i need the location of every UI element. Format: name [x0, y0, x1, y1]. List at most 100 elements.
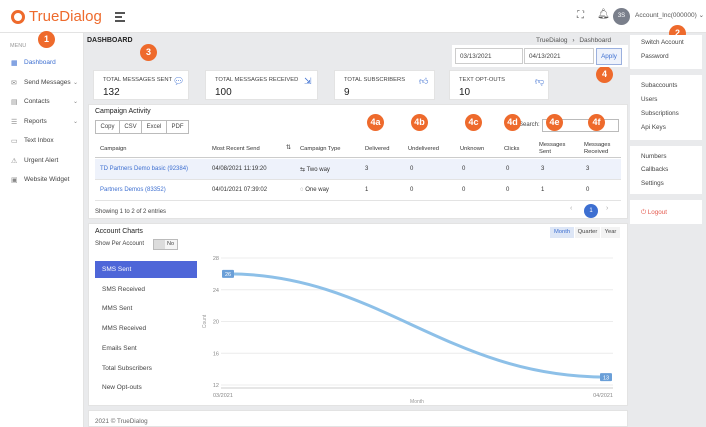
- right-panel-logout-group: ⏻ Logout: [630, 200, 702, 224]
- csv-button[interactable]: CSV: [119, 120, 142, 134]
- dashboard-icon: ▦: [11, 60, 18, 67]
- password-link[interactable]: Password: [641, 53, 669, 60]
- sidebar-item-send-messages[interactable]: ✉ Send Messages ⌄: [0, 75, 84, 91]
- export-buttons: Copy CSV Excel PDF: [95, 120, 195, 134]
- chat-icon: 💬︎: [173, 76, 185, 86]
- stat-value: 100: [215, 87, 232, 98]
- column-header-campaign-type[interactable]: Campaign Type: [300, 146, 341, 152]
- sidebar-item-dashboard[interactable]: ▦ Dashboard: [0, 55, 84, 71]
- cell-campaign[interactable]: TD Partners Demo basic (92384): [100, 166, 189, 172]
- cell-campaign-type: One way: [305, 187, 329, 193]
- fullscreen-icon[interactable]: ⛶: [577, 10, 584, 21]
- y-tick-label: 24: [213, 288, 219, 294]
- pagination-next-icon[interactable]: ›: [606, 205, 609, 212]
- show-per-account-toggle[interactable]: No: [153, 239, 178, 250]
- start-date-input[interactable]: 03/13/2021: [455, 48, 523, 64]
- sidebar-item-reports[interactable]: ☰ Reports ⌄: [0, 114, 84, 130]
- sidebar-item-urgent-alert[interactable]: ⚠ Urgent Alert: [0, 153, 84, 169]
- breadcrumb-root[interactable]: TrueDialog: [536, 37, 568, 44]
- stat-card-subscribers: TOTAL SUBSCRIBERS 9 👍︎: [334, 70, 435, 100]
- brand-name[interactable]: TrueDialog: [29, 8, 102, 25]
- table-header: Campaign Most Recent Send ⇅ Campaign Typ…: [95, 139, 621, 158]
- period-selector: Month Quarter Year: [550, 227, 620, 238]
- table-row[interactable]: TD Partners Demo basic (92384) 04/08/2021…: [95, 159, 621, 180]
- numbers-link[interactable]: Numbers: [641, 153, 667, 160]
- thumbs-down-icon: 👎︎: [535, 76, 545, 86]
- avatar[interactable]: 3S: [613, 8, 630, 25]
- breadcrumb: TrueDialog › Dashboard: [536, 37, 611, 44]
- two-way-icon: ⇆: [300, 167, 307, 173]
- sidebar-item-text-inbox[interactable]: ▭ Text Inbox: [0, 133, 84, 149]
- period-quarter-button[interactable]: Quarter: [575, 227, 600, 238]
- period-month-button[interactable]: Month: [550, 227, 574, 238]
- bell-icon[interactable]: 🔔︎: [597, 9, 610, 20]
- stat-label: TOTAL SUBSCRIBERS: [344, 77, 406, 83]
- inbox-icon: ▭: [11, 138, 18, 145]
- column-header-messages-sent[interactable]: Messages Sent: [539, 142, 566, 155]
- account-charts-title: Account Charts: [95, 228, 143, 235]
- pagination-prev-icon[interactable]: ‹: [570, 205, 573, 212]
- period-year-button[interactable]: Year: [601, 227, 620, 238]
- stat-label: TEXT OPT-OUTS: [459, 77, 505, 83]
- sidebar-item-website-widget[interactable]: ▣ Website Widget: [0, 172, 84, 188]
- excel-button[interactable]: Excel: [141, 120, 167, 134]
- column-header-delivered[interactable]: Delivered: [365, 146, 390, 152]
- users-link[interactable]: Users: [641, 96, 658, 103]
- annotation-badge-4b: 4b: [411, 114, 428, 131]
- column-header-unknown[interactable]: Unknown: [460, 146, 485, 152]
- sort-icon[interactable]: ⇅: [286, 145, 292, 151]
- sidebar-item-contacts[interactable]: ▤ Contacts ⌄: [0, 94, 84, 110]
- column-header-undelivered[interactable]: Undelivered: [408, 146, 439, 152]
- x-tick-label: 03/2021: [213, 393, 233, 399]
- truedialog-logo-icon[interactable]: [11, 10, 25, 24]
- logout-link[interactable]: ⏻ Logout: [641, 209, 667, 217]
- stat-card-messages-received: TOTAL MESSAGES RECEIVED 100 ⇲: [205, 70, 318, 100]
- chart-menu-sms-received[interactable]: SMS Received: [102, 285, 145, 293]
- footer-text: 2021 © TrueDialog: [95, 418, 148, 425]
- chart-menu-emails-sent[interactable]: Emails Sent: [102, 344, 137, 352]
- cell-campaign[interactable]: Partners Demos (83352): [100, 187, 166, 193]
- cell-delivered: 3: [365, 166, 369, 172]
- chart-menu-sms-sent[interactable]: SMS Sent: [95, 261, 197, 278]
- page-title: DASHBOARD: [87, 37, 133, 44]
- account-dropdown[interactable]: Account_Inc(000000) ⌄: [635, 11, 704, 19]
- column-header-clicks[interactable]: Clicks: [504, 146, 520, 152]
- end-date-input[interactable]: 04/13/2021: [524, 48, 594, 64]
- pagination-page-1[interactable]: 1: [584, 204, 598, 218]
- column-header-messages-received[interactable]: Messages Received: [584, 142, 611, 155]
- column-header-most-recent-send[interactable]: Most Recent Send: [212, 146, 260, 152]
- chart-menu-mms-received[interactable]: MMS Received: [102, 325, 147, 333]
- cell-received: 3: [586, 166, 590, 172]
- chart-menu-mms-sent[interactable]: MMS Sent: [102, 305, 133, 313]
- stat-value: 132: [103, 87, 120, 98]
- api-keys-link[interactable]: Api Keys: [641, 124, 666, 131]
- subaccounts-link[interactable]: Subaccounts: [641, 82, 678, 89]
- callbacks-link[interactable]: Callbacks: [641, 166, 669, 173]
- subscriptions-link[interactable]: Subscriptions: [641, 110, 679, 117]
- hamburger-menu-icon[interactable]: [115, 12, 125, 24]
- copy-button[interactable]: Copy: [95, 120, 120, 134]
- apply-button[interactable]: Apply: [596, 48, 622, 65]
- annotation-badge-1: 1: [38, 31, 55, 48]
- pdf-button[interactable]: PDF: [166, 120, 189, 134]
- column-header-campaign[interactable]: Campaign: [100, 146, 127, 152]
- annotation-badge-4a: 4a: [367, 114, 384, 131]
- chevron-down-icon: ⌄: [73, 99, 79, 105]
- y-tick-label: 28: [213, 256, 219, 262]
- y-axis-label: Count: [202, 314, 208, 328]
- toggle-knob: [154, 240, 165, 249]
- switch-account-link[interactable]: Switch Account: [641, 39, 684, 46]
- toggle-label: No: [167, 241, 175, 247]
- cell-unknown: 0: [462, 187, 466, 193]
- cell-recent: 04/01/2021 07:39:02: [212, 187, 268, 193]
- menu-label: MENU: [10, 43, 27, 49]
- campaign-activity-title: Campaign Activity: [95, 108, 151, 115]
- cell-delivered: 1: [365, 187, 369, 193]
- table-row[interactable]: Partners Demos (83352) 04/01/2021 07:39:0…: [95, 180, 621, 201]
- chart-menu-total-subscribers[interactable]: Total Subscribers: [102, 364, 152, 372]
- power-icon: ⏻: [641, 209, 646, 216]
- alert-icon: ⚠: [11, 157, 18, 165]
- chart-menu-new-opt-outs[interactable]: New Opt-outs: [102, 384, 142, 392]
- settings-link[interactable]: Settings: [641, 180, 664, 187]
- stat-label: TOTAL MESSAGES RECEIVED: [215, 77, 299, 83]
